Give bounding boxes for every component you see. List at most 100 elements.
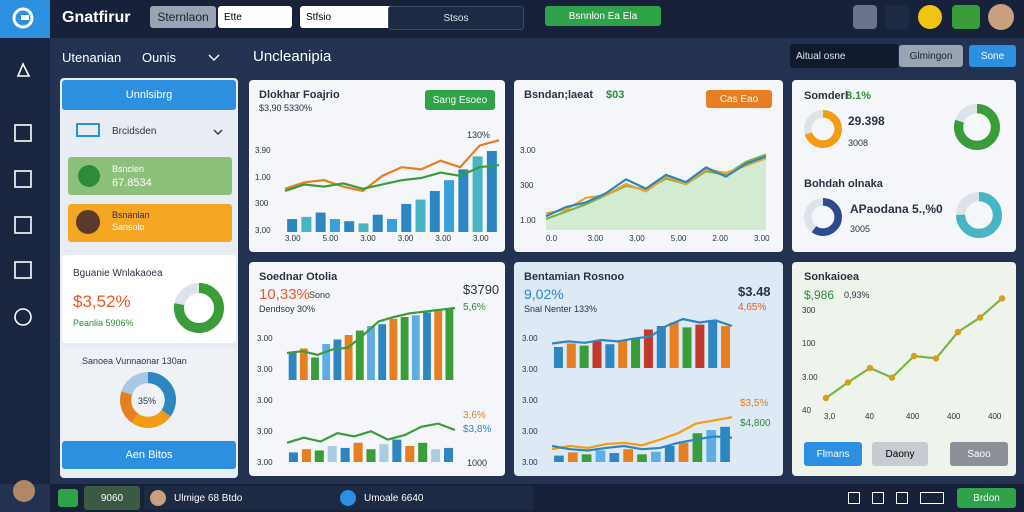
button[interactable]: Daony	[872, 442, 928, 466]
bar	[623, 449, 633, 462]
chevron	[208, 54, 220, 61]
tab-icon	[150, 490, 166, 506]
search[interactable]: Stfsio	[300, 6, 392, 28]
bar	[592, 341, 602, 368]
bar	[605, 344, 615, 368]
user-avatar[interactable]	[13, 480, 35, 502]
bar	[669, 322, 679, 368]
bar	[618, 340, 628, 368]
bar	[418, 442, 428, 462]
bar	[472, 156, 483, 232]
button[interactable]: Saoo	[950, 442, 1008, 466]
bar	[367, 326, 375, 380]
x-label: 3.00	[397, 234, 414, 243]
point	[932, 355, 940, 362]
sidebar-icons	[14, 62, 32, 326]
card-sub: 0,93%	[844, 290, 870, 300]
x-label: 400	[947, 412, 961, 421]
action-button[interactable]: Bsnnlon Ea Ela	[545, 6, 661, 26]
item-title: Bsnclen	[112, 164, 145, 174]
menu[interactable]: Ounis	[142, 50, 176, 65]
button[interactable]: Flmans	[804, 442, 862, 466]
donut	[804, 198, 842, 236]
bar	[553, 347, 563, 368]
bar	[411, 315, 420, 380]
stat-note: Peanlia 5906%	[73, 318, 134, 328]
x-label: 3.00	[435, 234, 451, 243]
bar	[355, 330, 364, 380]
y-label: 300	[255, 199, 269, 209]
bar	[708, 320, 718, 368]
annotation: $3.48	[738, 284, 771, 299]
card-button[interactable]: Cas Eao	[706, 90, 772, 108]
card: Sonkaioea $,986 0,93% 300 100 3.00 40 3,0 40…	[792, 262, 1016, 476]
icon-button[interactable]	[885, 5, 909, 29]
bar	[678, 442, 689, 462]
button[interactable]: Sone	[969, 45, 1016, 67]
donut-segment	[120, 372, 176, 428]
y-label: 3.00	[255, 226, 271, 235]
bar	[631, 338, 641, 368]
donut	[120, 372, 176, 428]
icon[interactable]	[920, 492, 944, 504]
select[interactable]: Ette	[218, 6, 292, 28]
panel-button[interactable]: Aen Bitos	[62, 441, 236, 469]
tab[interactable]: 9060	[84, 486, 140, 510]
bar	[682, 327, 692, 368]
x-label: 2.00	[712, 234, 728, 243]
card-title: Soednar Otolia	[259, 271, 338, 283]
dropdown[interactable]: Brcidsden	[112, 126, 157, 137]
point	[844, 379, 852, 386]
bar	[637, 454, 647, 462]
page-title: Uncleanipia	[253, 48, 332, 65]
tab[interactable]: Umoale 6640	[334, 486, 534, 510]
avatar[interactable]	[988, 4, 1014, 30]
item-value: APaodana 5.,%0	[850, 202, 943, 216]
button[interactable]: Glmingon	[899, 45, 963, 67]
line	[286, 422, 456, 444]
bar	[299, 348, 308, 380]
y-label: 3.00	[522, 334, 538, 343]
logo[interactable]	[0, 0, 50, 38]
icon[interactable]	[848, 492, 860, 504]
chart	[545, 153, 767, 230]
bar	[288, 452, 298, 462]
donut-segment	[804, 198, 842, 236]
x-label: 3.00	[473, 234, 489, 243]
bar	[595, 450, 606, 462]
card-highlight: 10,33%	[259, 286, 310, 303]
chart	[551, 416, 733, 462]
y-label: 3.00	[257, 458, 273, 467]
x-label: 3.00	[285, 234, 301, 243]
line	[545, 157, 767, 215]
bar	[329, 219, 340, 232]
line	[825, 297, 1003, 399]
card-button[interactable]: Sang Esoeo	[425, 90, 495, 110]
bar	[314, 450, 324, 462]
search-secondary[interactable]: Stsos	[388, 6, 524, 30]
chart	[284, 139, 500, 232]
bar	[695, 324, 705, 368]
icon[interactable]	[896, 492, 908, 504]
x-label: 3.00	[754, 234, 770, 243]
icon-button[interactable]	[952, 5, 980, 29]
icon-button[interactable]	[853, 5, 877, 29]
tab[interactable]: Ulmige 68 Btdo	[144, 486, 356, 510]
donut-title: Sanoea Vunnaonar 130an	[82, 356, 187, 366]
field[interactable]: Aitual osne	[790, 44, 898, 68]
notification[interactable]	[918, 5, 942, 29]
y-label: 3.00	[257, 365, 273, 374]
bar	[358, 223, 369, 232]
bar	[322, 344, 331, 380]
item-note: 3008	[848, 138, 869, 148]
y-label: 300	[802, 306, 816, 315]
icon[interactable]	[58, 489, 78, 507]
card-title: Sonkaioea	[804, 271, 860, 283]
tab[interactable]: Sternlaon	[150, 6, 216, 28]
bar	[444, 447, 454, 462]
line	[551, 317, 733, 345]
icon[interactable]	[872, 492, 884, 504]
action-button[interactable]: Brdon	[957, 488, 1016, 508]
item-title: Bsnanlan	[112, 210, 150, 220]
icon	[76, 123, 100, 137]
